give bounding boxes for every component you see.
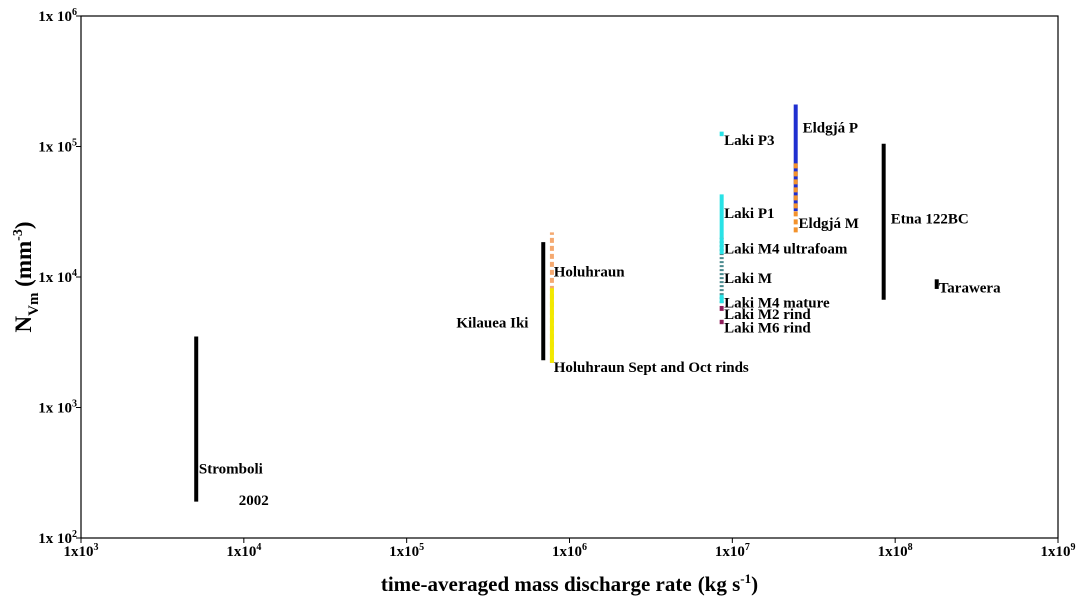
bar-label-0: Stromboli [199,462,263,478]
x-tick-label-3: 1x106 [552,542,587,560]
bar-label-2: Kilauea Iki [456,315,528,331]
y-axis-title: NVm (mm-3) [11,221,42,332]
y-tick-label-0: 1x 102 [38,529,77,547]
bar-label-1: 2002 [239,493,269,509]
y-tick-label-1: 1x 103 [38,399,77,417]
x-tick-label-5: 1x108 [878,542,913,560]
x-axis: 1x103 1x104 1x105 1x106 1x107 1x108 1x109 [64,538,1076,560]
y-tick-label-4: 1x 106 [38,7,77,25]
bar-label-5: Laki P3 [724,133,774,149]
x-tick-label-6: 1x109 [1041,542,1076,560]
bar-label-15: Tarawera [939,281,1001,297]
bar-label-14: Etna 122BC [891,212,969,228]
bar-labels: Stromboli 2002 Kilauea Iki Holuhraun Holuhra… [199,120,1001,509]
bar-label-6: Laki P1 [724,206,774,222]
bar-label-13: Eldgjá M [799,216,859,232]
bar-label-12: Eldgjá P [803,120,858,136]
bar-label-10: Laki M2 rind [724,307,811,323]
bar-label-4: Holuhraun Sept and Oct rinds [554,360,749,376]
bar-label-8: Laki M [724,271,772,287]
range-bars [194,104,939,502]
bar-label-9: Laki M4 mature [724,295,830,311]
x-axis-title: time-averaged mass discharge rate (kg s-1… [381,571,758,596]
bar-label-7: Laki M4 ultrafoam [724,242,848,258]
y-axis: 1x 102 1x 103 1x 104 1x 105 1x 106 [38,7,81,547]
y-tick-label-3: 1x 105 [38,138,77,156]
x-tick-label-1: 1x104 [226,542,261,560]
x-tick-label-0: 1x103 [64,542,99,560]
x-tick-label-2: 1x105 [389,542,424,560]
y-tick-label-2: 1x 104 [38,268,77,286]
bar-label-11: Laki M6 rind [724,321,811,337]
x-tick-label-4: 1x107 [715,542,750,560]
bar-label-3: Holuhraun [554,265,626,281]
